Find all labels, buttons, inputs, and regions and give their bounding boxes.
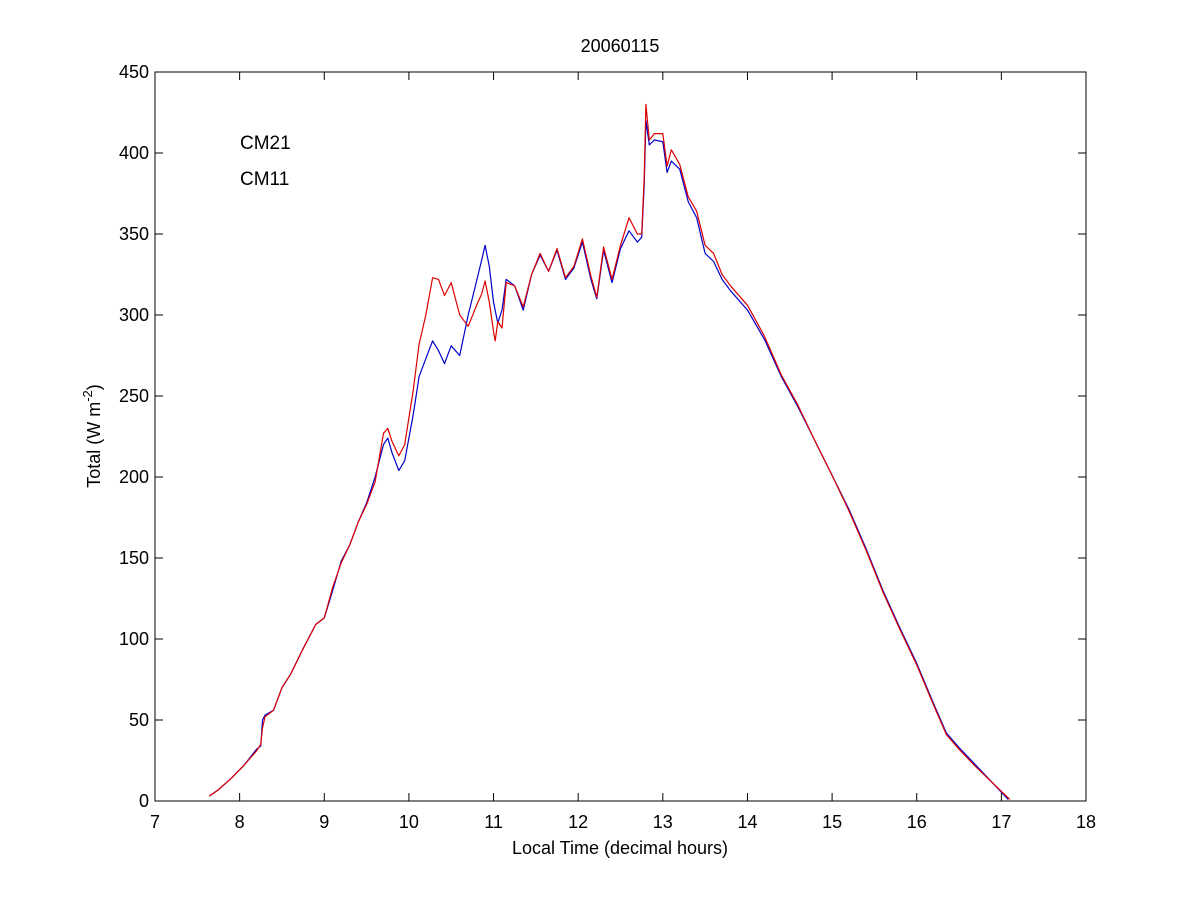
x-tick-label: 14 — [737, 812, 757, 832]
y-tick-label: 450 — [119, 62, 149, 82]
plot-frame — [154, 71, 1087, 802]
x-tick-label: 18 — [1076, 812, 1096, 832]
x-axis: 7 8 9 10 11 12 13 14 15 16 17 18 — [150, 72, 1096, 832]
y-axis-title-superscript: -2 — [80, 390, 95, 402]
x-axis-title: Local Time (decimal hours) — [512, 838, 728, 858]
y-tick-label: 150 — [119, 548, 149, 568]
y-tick-label: 400 — [119, 143, 149, 163]
y-tick-label: 0 — [139, 791, 149, 811]
x-tick-label: 9 — [319, 812, 329, 832]
y-tick-label: 350 — [119, 224, 149, 244]
series-line-cm11 — [208, 103, 1011, 800]
series-lines — [208, 103, 1011, 800]
chart-title: 20060115 — [581, 36, 660, 56]
x-tick-label: 15 — [822, 812, 842, 832]
x-tick-label: 17 — [991, 812, 1011, 832]
y-tick-label: 50 — [129, 710, 149, 730]
legend-label-cm11: CM11 — [240, 169, 289, 190]
y-tick-label: 100 — [119, 629, 149, 649]
legend: CM21 CM11 — [240, 133, 291, 190]
x-tick-label: 8 — [235, 812, 245, 832]
x-tick-label: 12 — [568, 812, 588, 832]
y-axis-title-suffix: ) — [84, 384, 104, 390]
y-tick-label: 200 — [119, 467, 149, 487]
x-tick-label: 10 — [399, 812, 419, 832]
x-tick-label: 11 — [484, 812, 503, 832]
y-axis-title: Total (W m-2) — [80, 384, 104, 488]
x-tick-label: 13 — [653, 812, 673, 832]
y-axis-title-prefix: Total (W m — [84, 402, 104, 488]
y-tick-label: 250 — [119, 386, 149, 406]
y-axis: 0 50 100 150 200 250 300 350 400 450 — [119, 62, 1086, 811]
plot-area: 7 8 9 10 11 12 13 14 15 16 17 18 0 50 100 150 200 250 300… — [119, 62, 1096, 832]
x-tick-label: 16 — [907, 812, 927, 832]
x-tick-label: 7 — [150, 812, 160, 832]
y-tick-label: 300 — [119, 305, 149, 325]
legend-label-cm21: CM21 — [240, 133, 291, 154]
